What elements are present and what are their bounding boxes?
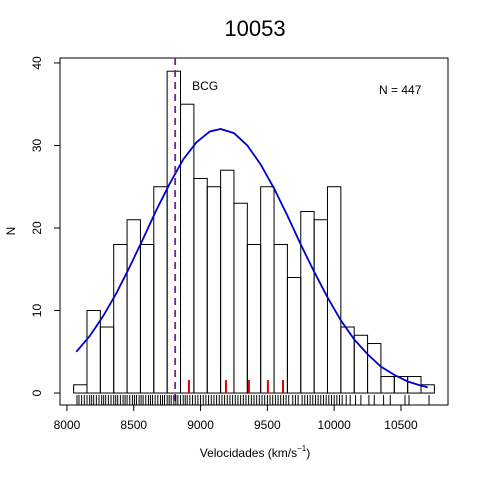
y-tick-label: 0 [30, 389, 44, 396]
x-tick-label: 9500 [254, 418, 281, 432]
x-label-text: Velocidades (km/s [200, 446, 297, 460]
y-tick-label: 40 [30, 56, 44, 70]
bar [99, 326, 115, 394]
bar [313, 219, 328, 394]
bar [380, 376, 395, 394]
bar [326, 186, 342, 394]
bar [73, 384, 88, 394]
bar [367, 343, 382, 394]
y-axis-label: N [4, 227, 18, 236]
bar [193, 177, 208, 394]
x-label-end: ) [306, 446, 310, 460]
bar [260, 186, 275, 394]
bcg-label: BCG [192, 79, 218, 93]
x-tick-label: 10000 [317, 418, 351, 432]
bar [113, 243, 128, 394]
fit-curve [75, 128, 428, 389]
x-tick-label: 10500 [384, 418, 418, 432]
bar [353, 334, 369, 394]
x-label-sup: −1 [297, 444, 307, 453]
plot-frame [59, 57, 449, 406]
bar [166, 70, 182, 394]
bar [233, 202, 248, 394]
chart-title: 10053 [224, 16, 285, 41]
bar [286, 277, 302, 394]
bar [139, 243, 155, 394]
bar [153, 186, 168, 394]
bar [126, 219, 141, 394]
bar [246, 243, 262, 394]
x-tick-label: 8500 [120, 418, 147, 432]
x-tick-label: 9000 [187, 418, 214, 432]
y-tick-label: 20 [30, 221, 44, 235]
x-axis-label: Velocidades (km/s−1) [200, 444, 311, 460]
bar [220, 169, 235, 394]
y-tick-label: 30 [30, 138, 44, 152]
x-tick-label: 8000 [54, 418, 81, 432]
bar [420, 384, 435, 394]
bar [300, 210, 315, 394]
bar [273, 243, 288, 394]
y-tick-label: 10 [30, 304, 44, 318]
bar [206, 186, 222, 394]
annotation: N = 447 [379, 83, 422, 97]
